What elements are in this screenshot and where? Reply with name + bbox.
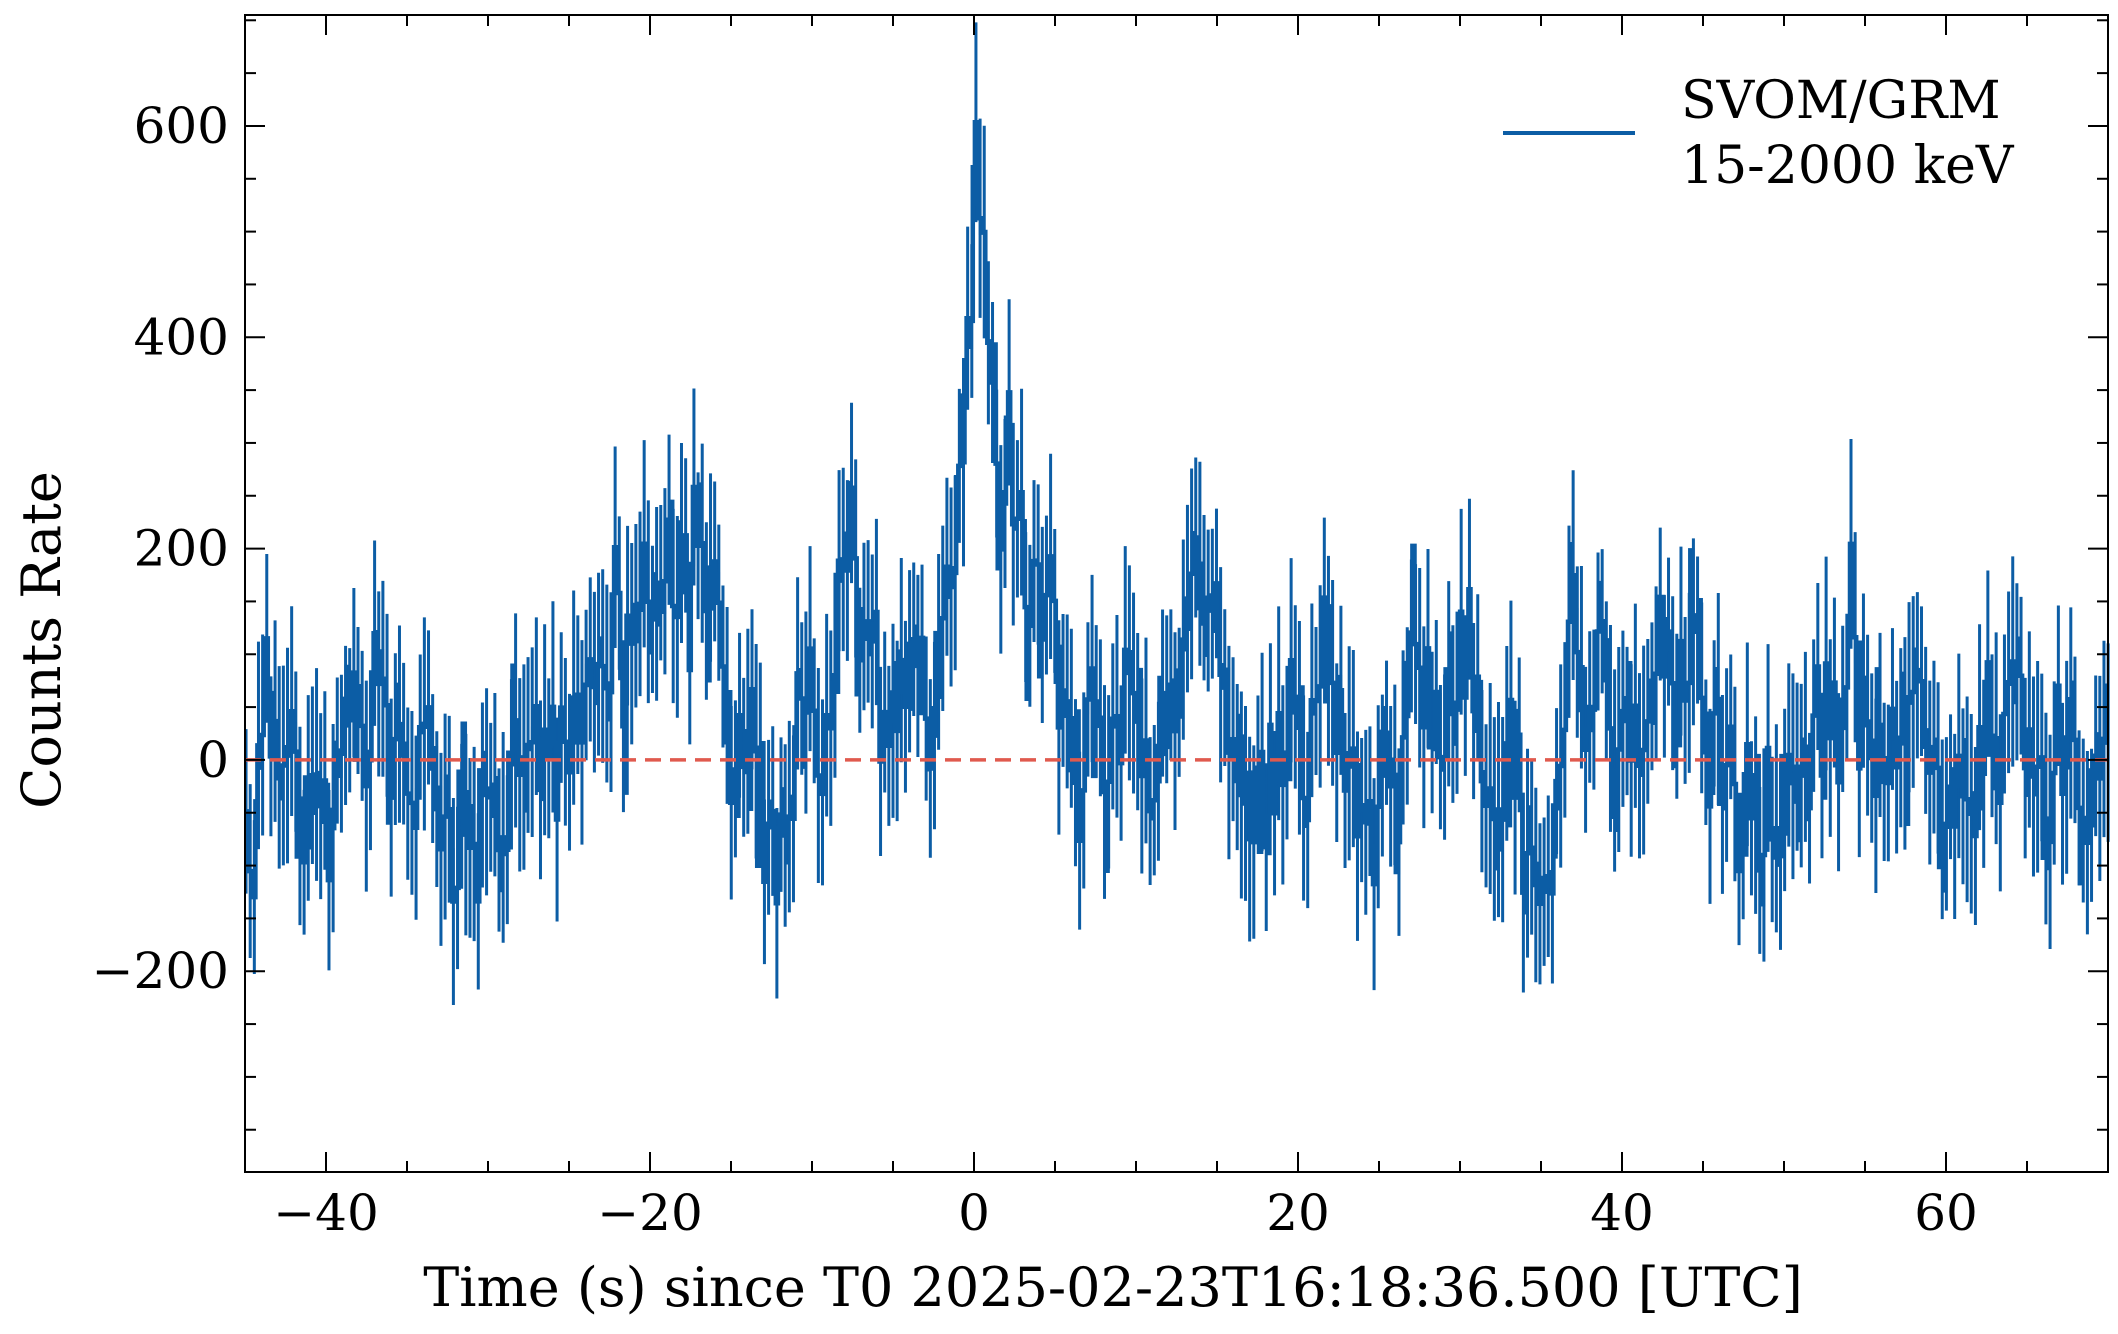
- y-tick-label: −200: [92, 942, 229, 1000]
- x-tick-label: 20: [1266, 1184, 1330, 1242]
- x-tick-label: 60: [1914, 1184, 1978, 1242]
- y-axis-label: Counts Rate: [10, 471, 73, 809]
- y-tick-label: 0: [197, 731, 229, 789]
- x-tick-label: −20: [597, 1184, 703, 1242]
- y-tick-label: 600: [134, 97, 229, 155]
- x-tick-label: 40: [1590, 1184, 1654, 1242]
- data-layer: [244, 22, 2110, 1006]
- legend-label-line-2: 15-2000 keV: [1681, 136, 2015, 196]
- legend-label-line-1: SVOM/GRM: [1681, 71, 2001, 131]
- x-axis-label: Time (s) since T0 2025-02-23T16:18:36.50…: [423, 1256, 1803, 1319]
- legend: SVOM/GRM 15-2000 keV: [1503, 71, 2015, 196]
- x-tick-label: 0: [958, 1184, 990, 1242]
- series-line-svom-grm: [244, 120, 2110, 915]
- plot-frame: [244, 14, 2109, 1173]
- y-tick-label: 400: [134, 308, 229, 366]
- y-tick-label: 200: [134, 520, 229, 578]
- x-tick-label: −40: [273, 1184, 379, 1242]
